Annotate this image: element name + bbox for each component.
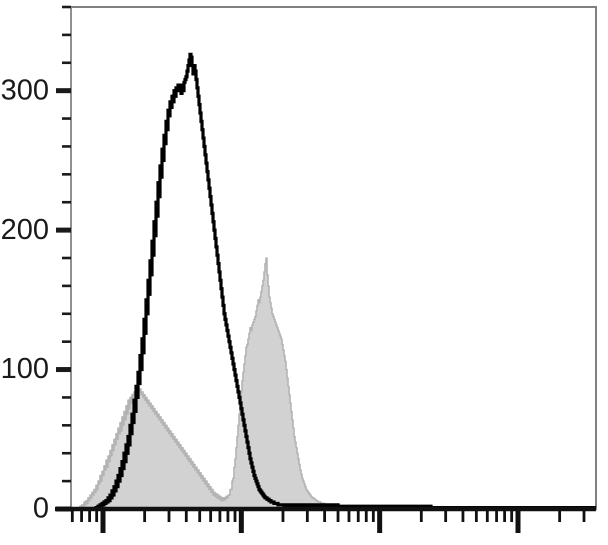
y-axis-tick-label: 300 (1, 74, 49, 106)
y-axis (56, 5, 72, 512)
y-axis-tick-label: 200 (1, 214, 49, 246)
y-axis-tick-label: 0 (33, 493, 49, 525)
y-axis-tick-label: 100 (1, 353, 49, 385)
y-axis-tick-labels: 0 100 200 300 (1, 74, 49, 524)
x-axis (55, 506, 596, 533)
